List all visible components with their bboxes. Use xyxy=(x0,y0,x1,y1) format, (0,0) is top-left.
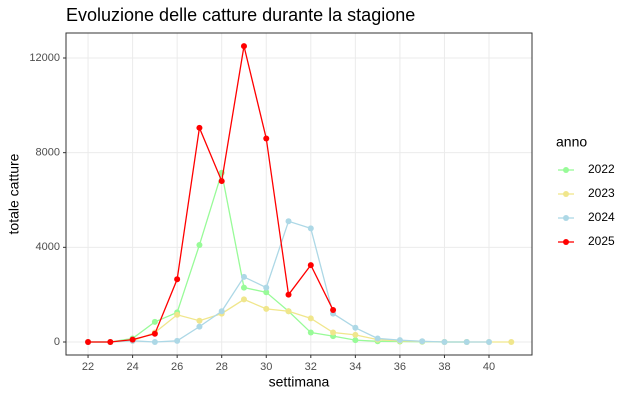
data-point xyxy=(263,305,270,312)
chart-title: Evoluzione delle catture durante la stag… xyxy=(66,5,415,25)
y-tick-label: 4000 xyxy=(36,241,60,253)
data-point xyxy=(263,135,270,142)
y-tick-label: 0 xyxy=(54,336,60,348)
data-point xyxy=(218,308,225,315)
y-axis-title: totale catture xyxy=(6,153,22,234)
data-point xyxy=(307,225,314,232)
data-point xyxy=(174,337,181,344)
data-point xyxy=(396,337,403,344)
data-point xyxy=(330,329,337,336)
data-point xyxy=(285,218,292,225)
data-point xyxy=(374,335,381,342)
legend-label: 2024 xyxy=(588,210,615,224)
data-point xyxy=(174,311,181,318)
data-point xyxy=(240,43,247,50)
data-point xyxy=(174,276,181,283)
data-point xyxy=(352,324,359,331)
data-point xyxy=(85,339,92,346)
data-point xyxy=(151,330,158,337)
data-point xyxy=(352,331,359,338)
data-point xyxy=(196,317,203,324)
x-tick-label: 30 xyxy=(260,361,272,373)
x-tick-label: 26 xyxy=(171,361,183,373)
x-tick-label: 38 xyxy=(438,361,450,373)
plot-panel xyxy=(66,33,532,355)
data-point xyxy=(129,336,136,343)
data-point xyxy=(508,339,515,346)
data-point xyxy=(486,339,493,346)
data-point xyxy=(240,273,247,280)
x-tick-label: 22 xyxy=(82,361,94,373)
data-point xyxy=(330,307,337,314)
data-point xyxy=(285,308,292,315)
data-point xyxy=(307,315,314,322)
legend-marker xyxy=(563,167,569,173)
legend-label: 2022 xyxy=(588,162,615,176)
data-point xyxy=(218,178,225,185)
data-point xyxy=(196,241,203,248)
y-tick-label: 8000 xyxy=(36,147,60,159)
x-tick-label: 24 xyxy=(126,361,138,373)
data-point xyxy=(196,323,203,330)
x-axis-title: settimana xyxy=(269,374,330,390)
data-point xyxy=(285,291,292,298)
y-tick-label: 12000 xyxy=(29,52,60,64)
data-point xyxy=(240,296,247,303)
legend-label: 2025 xyxy=(588,234,615,248)
legend-marker xyxy=(563,215,569,221)
data-point xyxy=(240,284,247,291)
data-point xyxy=(151,339,158,346)
x-tick-label: 34 xyxy=(349,361,361,373)
plot-border xyxy=(65,32,533,356)
data-point xyxy=(352,337,359,344)
x-tick-label: 36 xyxy=(394,361,406,373)
data-point xyxy=(419,338,426,345)
series-line xyxy=(88,46,334,343)
x-tick-label: 28 xyxy=(216,361,228,373)
data-point xyxy=(307,262,314,269)
legend-marker xyxy=(563,191,569,197)
data-point xyxy=(263,289,270,296)
data-point xyxy=(463,339,470,346)
legend-marker xyxy=(563,239,569,245)
data-point xyxy=(151,318,158,325)
data-point xyxy=(307,329,314,336)
legend-title: anno xyxy=(556,134,587,150)
data-point xyxy=(196,124,203,131)
data-point xyxy=(263,284,270,291)
x-tick-label: 32 xyxy=(305,361,317,373)
legend-label: 2023 xyxy=(588,186,615,200)
data-point xyxy=(441,339,448,346)
x-tick-label: 40 xyxy=(483,361,495,373)
data-point xyxy=(107,339,114,346)
